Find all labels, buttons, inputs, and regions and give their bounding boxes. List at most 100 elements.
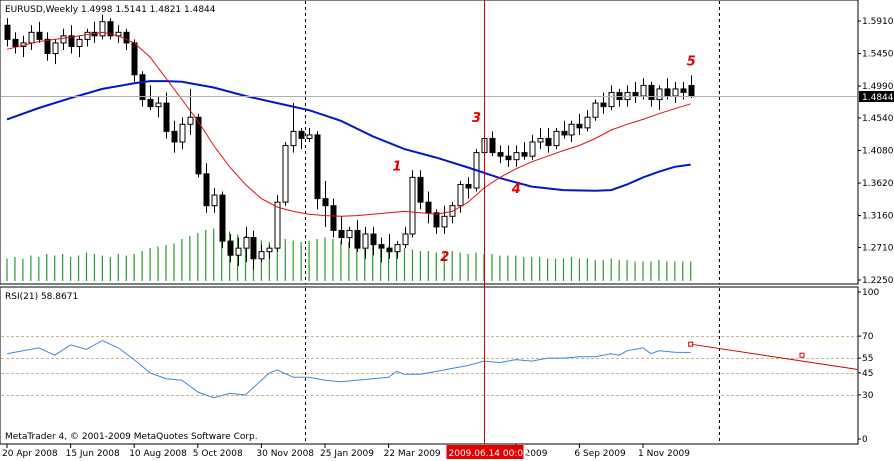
candle-body (179, 123, 186, 143)
time-tick-label: 22 Mar 2009 (384, 449, 441, 459)
price-axis[interactable]: 1.5910 1.5450 1.4990 1.4540 1.4080 1.3620 1.31… (858, 17, 894, 286)
candle-body (219, 194, 226, 242)
candle-body (107, 21, 114, 37)
price-panel[interactable]: 1 2 3 4 5 EURUSD,Weekly 1.4998 1.5141 1.4821… (0, 0, 859, 285)
time-tick-label: 10 Aug 2008 (129, 449, 187, 459)
candle (147, 85, 154, 111)
trendline-marker[interactable] (688, 341, 694, 347)
candle (457, 180, 464, 213)
candle (68, 25, 75, 54)
copyright-text: MetaTrader 4, © 2001-2009 MetaQuotes Sof… (5, 432, 258, 442)
trendline-marker[interactable] (799, 352, 805, 358)
candle (402, 226, 409, 249)
candle-body (545, 137, 552, 147)
candle (409, 170, 416, 238)
time-tick-label: 15 Jun 2008 (66, 449, 120, 459)
price-tick-label: 1.5450 (862, 50, 894, 60)
symbol-header: EURUSD,Weekly 1.4998 1.5141 1.4821 1.484… (5, 5, 216, 15)
candle (489, 131, 496, 157)
price-tick-label: 1.4080 (862, 146, 894, 156)
cursor-date-tag (446, 445, 524, 459)
current-price-tag (859, 91, 894, 102)
candle-body (489, 137, 496, 154)
candle (99, 14, 106, 40)
candle (568, 120, 575, 142)
current-price-tag-text: 1.4844 (862, 93, 894, 103)
candle-body (322, 198, 329, 207)
candle (4, 18, 11, 47)
candle-body (561, 130, 568, 136)
candle (163, 92, 170, 139)
candle-body (362, 233, 369, 249)
candle-body (457, 183, 464, 207)
candle (545, 127, 552, 153)
candle-body (402, 233, 409, 246)
time-axis: 20 Apr 2008 15 Jun 2008 10 Aug 2008 5 Oct 2… (2, 444, 690, 459)
candle (139, 71, 146, 107)
candle (513, 145, 520, 167)
candle-body (139, 74, 146, 101)
rsi-panel[interactable]: RSI(21) 58.8671 MetaTrader 4, © 2001-200… (0, 286, 894, 445)
price-tick-label: 1.3160 (862, 212, 894, 222)
candle-body (36, 31, 43, 40)
candle (314, 131, 321, 210)
candle-body (12, 38, 19, 47)
trendline-markers[interactable] (688, 341, 894, 367)
candle-body (664, 88, 671, 97)
candle (290, 103, 297, 153)
candle-body (672, 88, 679, 97)
price-tick-label: 1.3620 (862, 179, 894, 189)
candle-body (608, 91, 615, 108)
candle-body (330, 205, 337, 231)
candle (648, 81, 655, 107)
time-tick-label: 30 Nov 2008 (256, 449, 314, 459)
candle-body (680, 88, 687, 93)
candle-body (203, 173, 210, 207)
rsi-trendline[interactable] (690, 343, 858, 370)
time-tick-label: 25 Jan 2009 (320, 449, 374, 459)
candle-body (370, 233, 377, 246)
candle (425, 191, 432, 224)
candle-body (274, 201, 281, 249)
candle-body (235, 247, 242, 256)
candle (386, 234, 393, 259)
candle (497, 145, 504, 164)
candle (36, 21, 43, 43)
candle-body (386, 247, 393, 253)
candle-body (258, 251, 265, 260)
candle (505, 145, 512, 167)
candle (521, 142, 528, 160)
candle-body (76, 38, 83, 47)
candle (243, 226, 250, 263)
candle-body (84, 31, 91, 40)
candle-body (688, 85, 695, 97)
candle (235, 237, 242, 266)
candle-body (44, 38, 51, 55)
candle-body (338, 229, 345, 239)
candle (370, 226, 377, 256)
candle-body (600, 102, 607, 108)
candle (433, 209, 440, 234)
candle (561, 120, 568, 139)
time-tick-label: 5 Oct 2008 (193, 449, 243, 459)
wave-label: 4 (511, 182, 521, 197)
candle (529, 134, 536, 160)
candle (84, 28, 91, 47)
candle-body (529, 141, 536, 157)
period-separators (305, 1, 720, 284)
candle-body (147, 99, 154, 108)
candle-body (632, 91, 639, 97)
candle-body (409, 176, 416, 235)
candle-body (497, 152, 504, 157)
candle-body (425, 201, 432, 214)
candle (608, 85, 615, 111)
candle (266, 244, 273, 259)
time-tick-label: 1 Nov 2009 (638, 449, 690, 459)
candle (362, 226, 369, 259)
candle-body (314, 134, 321, 200)
candle-body (648, 84, 655, 101)
candle (553, 127, 560, 150)
candle-body (640, 84, 647, 97)
